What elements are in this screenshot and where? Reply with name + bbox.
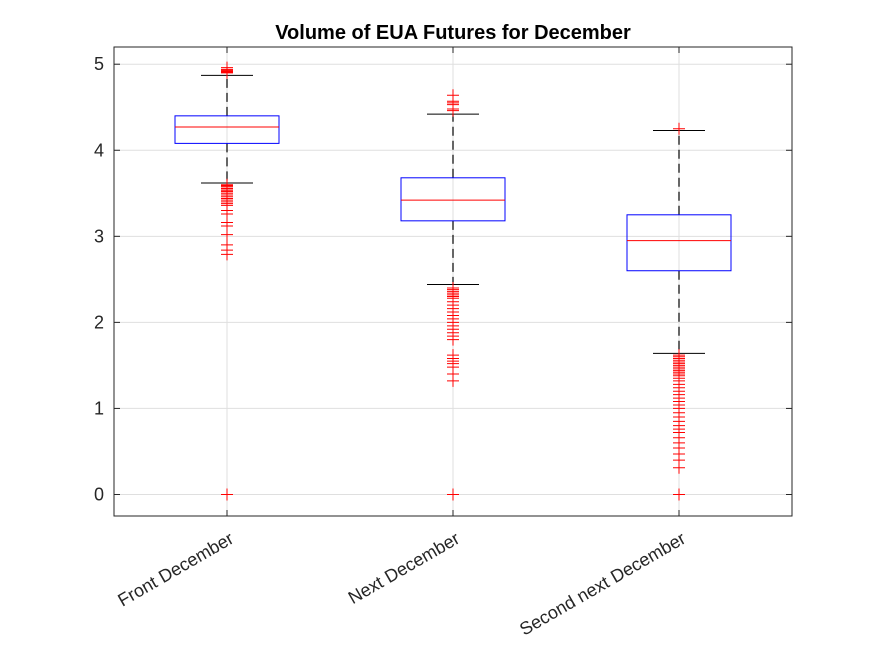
outlier-point	[447, 89, 459, 102]
outlier-point	[447, 333, 459, 346]
chart-title: Volume of EUA Futures for December	[275, 22, 631, 44]
outlier-point	[673, 122, 685, 135]
iqr-box	[400, 177, 506, 222]
y-tick-label: 0	[94, 484, 104, 504]
outlier-point	[221, 248, 233, 261]
outlier-point	[447, 488, 459, 501]
plot-data	[174, 61, 732, 501]
y-tick-label: 2	[94, 312, 104, 332]
y-tick-label: 5	[94, 54, 104, 74]
iqr-box	[626, 214, 732, 272]
outlier-point	[447, 374, 459, 387]
box-group	[400, 89, 506, 501]
y-tick-label: 4	[94, 140, 104, 160]
outlier-point	[221, 61, 233, 74]
box-group	[174, 61, 280, 501]
y-tick-label: 1	[94, 398, 104, 418]
outlier-point	[673, 488, 685, 501]
iqr-box	[174, 115, 280, 144]
y-tick-label: 3	[94, 226, 104, 246]
outlier-point	[221, 228, 233, 241]
outlier-point	[673, 461, 685, 474]
outlier-point	[221, 488, 233, 501]
box-group	[626, 122, 732, 501]
